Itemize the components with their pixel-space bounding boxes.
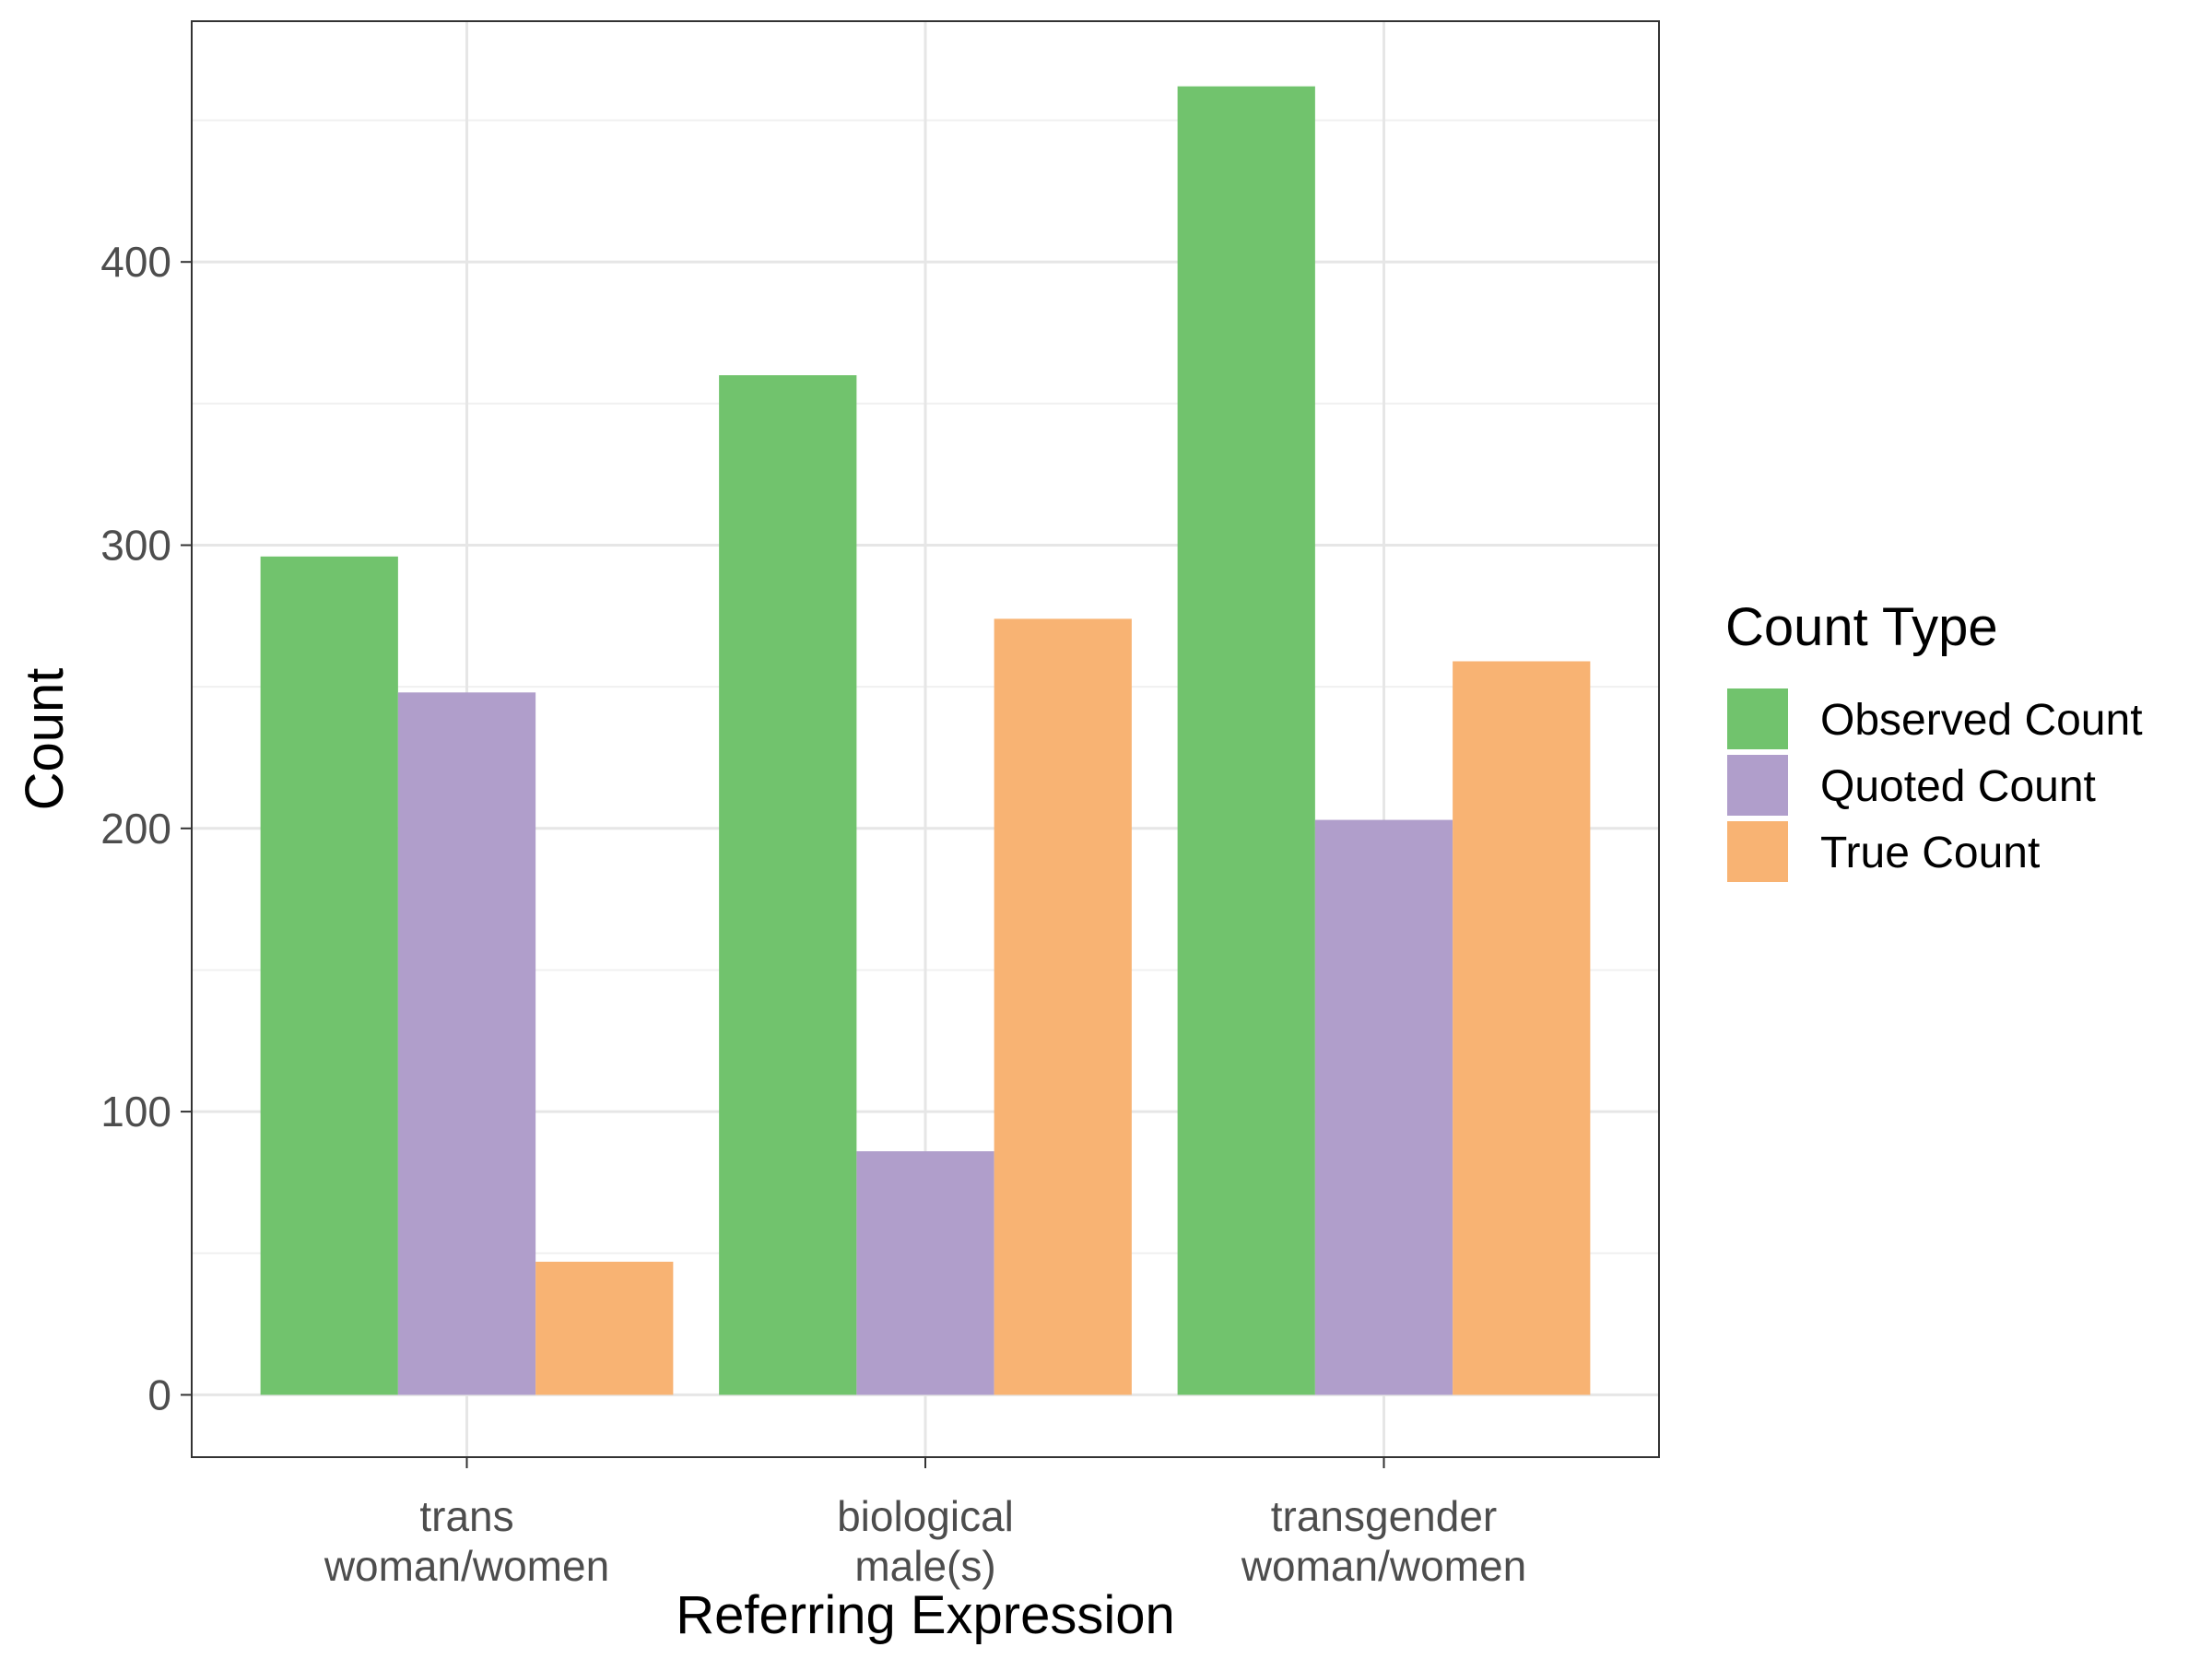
bar-true-count [994, 618, 1132, 1395]
y-tick-label: 300 [100, 522, 171, 570]
x-axis-title: Referring Expression [676, 1585, 1175, 1645]
legend-key [1727, 755, 1788, 816]
x-tick-label: biological male(s) [837, 1492, 1014, 1590]
bar-observed-count [719, 375, 857, 1395]
bar-quoted-count [1314, 819, 1453, 1395]
x-tick-label: trans woman/women [324, 1492, 609, 1590]
y-tick-label: 400 [100, 238, 171, 286]
bar-observed-count [1177, 86, 1315, 1395]
x-tick-label: transgender woman/women [1241, 1492, 1526, 1590]
legend-label: Observed Count [1820, 696, 2143, 745]
bar-observed-count [260, 556, 398, 1395]
bar-true-count [1453, 661, 1591, 1395]
legend: Count Type Observed Count Quoted Count Tru… [1725, 597, 2143, 882]
legend-label: True Count [1820, 829, 2040, 877]
legend-title: Count Type [1725, 597, 1998, 657]
y-axis: 0 100 200 300 400 [100, 238, 192, 1418]
bar-quoted-count [856, 1151, 994, 1395]
y-tick-label: 0 [147, 1371, 171, 1418]
bars [260, 86, 1591, 1395]
x-axis: trans woman/women biological male(s) transge… [324, 1457, 1526, 1590]
y-tick-label: 100 [100, 1088, 171, 1135]
legend-key [1727, 688, 1788, 749]
bar-true-count [535, 1261, 674, 1395]
legend-label: Quoted Count [1820, 762, 2096, 811]
y-axis-title: Count [15, 668, 75, 811]
legend-key [1727, 821, 1788, 882]
bar-quoted-count [397, 692, 536, 1395]
y-tick-label: 200 [100, 805, 171, 853]
